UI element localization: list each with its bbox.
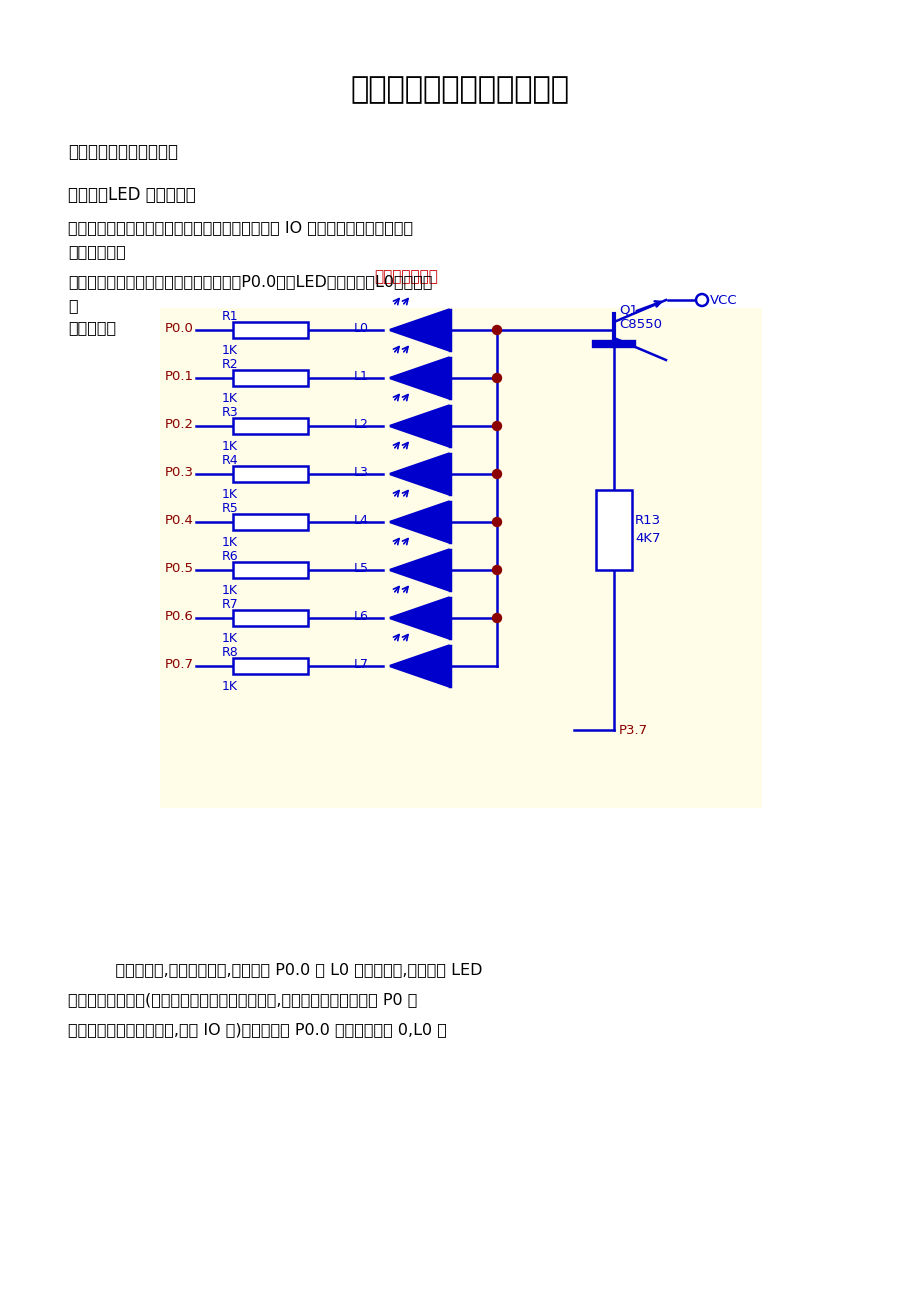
Text: 硬件说明：: 硬件说明：	[68, 320, 116, 336]
Text: L0: L0	[354, 322, 369, 335]
Circle shape	[696, 294, 708, 306]
Bar	[160, 309, 761, 809]
Text: R8: R8	[221, 647, 239, 660]
Text: 的数码管实现端口的复用,节省 IO 口)然后只要让 P0.0 的端口电平为 0,L0 就: 的数码管实现端口的复用,节省 IO 口)然后只要让 P0.0 的端口电平为 0,…	[68, 1022, 447, 1038]
Text: 的电源供应三极管(这是我们设计的一个特殊地方,是为了方便和同时接在 P0 口: 的电源供应三极管(这是我们设计的一个特殊地方,是为了方便和同时接在 P0 口	[68, 992, 417, 1008]
Text: 验: 验	[68, 298, 77, 314]
Bar	[233, 370, 308, 385]
Text: P3.7: P3.7	[618, 724, 647, 737]
Text: 1K: 1K	[221, 440, 238, 453]
Text: P0.7: P0.7	[165, 658, 194, 671]
Text: P0.4: P0.4	[165, 513, 194, 526]
Circle shape	[492, 422, 501, 431]
Bar	[233, 466, 308, 482]
Polygon shape	[390, 454, 448, 493]
Text: 实验内容：用常用的指令编写，控制接在P0.0上的LED发光二极管L0做闪烁实: 实验内容：用常用的指令编写，控制接在P0.0上的LED发光二极管L0做闪烁实	[68, 275, 432, 289]
Text: L2: L2	[354, 418, 369, 431]
Text: R13: R13	[634, 513, 661, 526]
Circle shape	[492, 470, 501, 479]
Circle shape	[492, 613, 501, 622]
Text: L6: L6	[354, 609, 369, 622]
Polygon shape	[390, 598, 448, 638]
Text: R4: R4	[221, 454, 238, 467]
Text: C8550: C8550	[618, 318, 662, 331]
Bar	[233, 658, 308, 674]
Text: 4K7: 4K7	[634, 531, 660, 544]
Text: 通过原理图,我们可以发现,要让接在 P0.0 的 L0 做亮灯实验,得先选通 LED: 通过原理图,我们可以发现,要让接在 P0.0 的 L0 做亮灯实验,得先选通 L…	[95, 962, 482, 978]
Bar	[596, 490, 631, 570]
Text: 1K: 1K	[221, 631, 238, 644]
Text: L5: L5	[354, 561, 369, 574]
Text: R5: R5	[221, 503, 239, 516]
Circle shape	[492, 517, 501, 526]
Text: 实验目的：通过此实验，让大家初步掌握单片机的 IO 口的基本操作和感受单片: 实验目的：通过此实验，让大家初步掌握单片机的 IO 口的基本操作和感受单片	[68, 220, 413, 236]
Text: 机学习的乐趣: 机学习的乐趣	[68, 245, 126, 259]
Polygon shape	[390, 310, 448, 350]
Text: R2: R2	[221, 358, 238, 371]
Polygon shape	[390, 358, 448, 398]
Text: VCC: VCC	[709, 293, 737, 306]
Text: 1K: 1K	[221, 344, 238, 357]
Text: 1K: 1K	[221, 487, 238, 500]
Bar	[233, 611, 308, 626]
Text: R3: R3	[221, 406, 238, 419]
Polygon shape	[390, 503, 448, 542]
Text: Q1: Q1	[618, 303, 637, 316]
Text: 1K: 1K	[221, 392, 238, 405]
Text: 第一部分：单片机开发板: 第一部分：单片机开发板	[68, 143, 177, 161]
Bar	[233, 418, 308, 434]
Circle shape	[492, 326, 501, 335]
Text: P0.5: P0.5	[165, 561, 194, 574]
Text: 实验一：LED 灯闪烁实验: 实验一：LED 灯闪烁实验	[68, 186, 196, 204]
Text: R7: R7	[221, 599, 239, 612]
Text: R6: R6	[221, 551, 238, 564]
Text: 发光二极管电路: 发光二极管电路	[374, 270, 437, 285]
Text: P0.1: P0.1	[165, 370, 194, 383]
Text: L7: L7	[354, 658, 369, 671]
Circle shape	[492, 374, 501, 383]
Text: L1: L1	[354, 370, 369, 383]
Text: 1K: 1K	[221, 583, 238, 596]
Text: 1K: 1K	[221, 535, 238, 548]
Bar	[233, 322, 308, 339]
Text: P0.3: P0.3	[165, 466, 194, 479]
Text: P0.0: P0.0	[165, 322, 194, 335]
Text: 华北电力大学工程训练中心: 华北电力大学工程训练中心	[350, 76, 569, 104]
Polygon shape	[390, 646, 448, 686]
Text: P0.2: P0.2	[165, 418, 194, 431]
Polygon shape	[390, 549, 448, 590]
Circle shape	[492, 565, 501, 574]
Text: R1: R1	[221, 310, 238, 323]
Text: P0.6: P0.6	[165, 609, 194, 622]
Polygon shape	[390, 406, 448, 447]
Bar	[233, 562, 308, 578]
Text: L3: L3	[354, 466, 369, 479]
Text: 1K: 1K	[221, 680, 238, 693]
Text: L4: L4	[354, 513, 369, 526]
Bar	[233, 514, 308, 530]
